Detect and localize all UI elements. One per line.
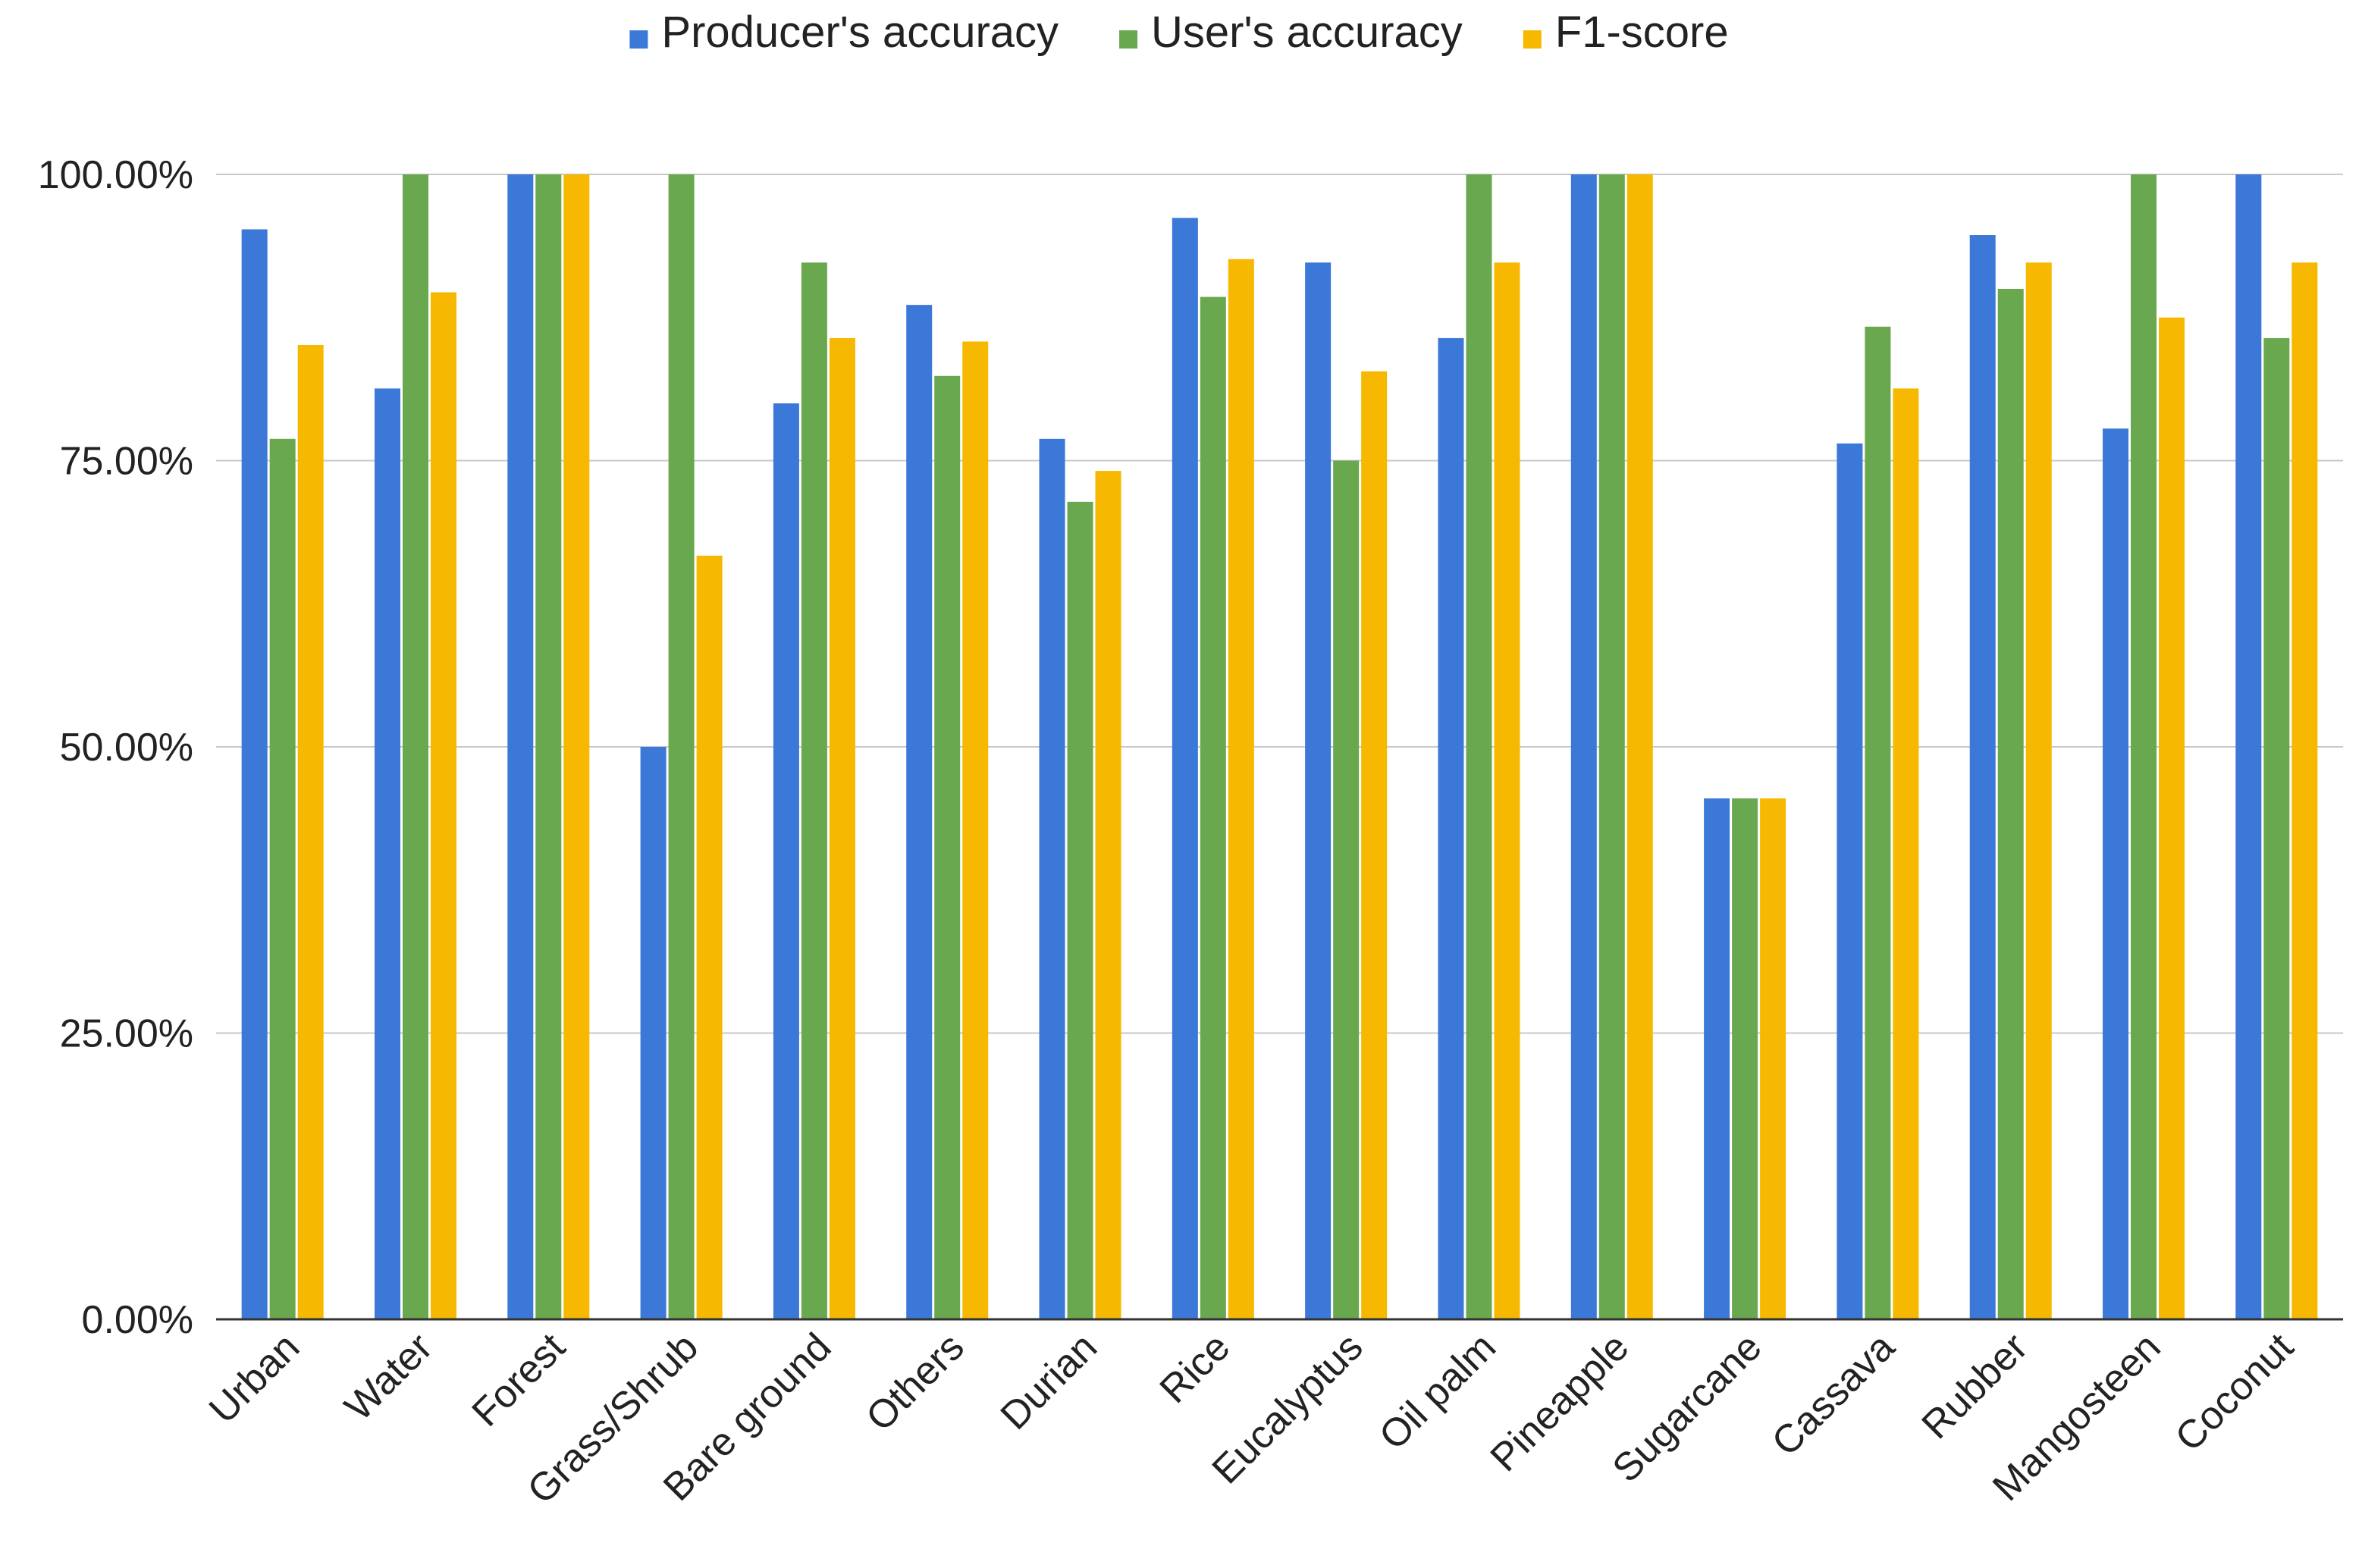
bar-user-s-accuracy-bare-ground: [801, 262, 827, 1319]
y-axis-ticks: 0.00% 25.00% 50.00% 75.00% 100.00%: [38, 153, 193, 1342]
bar-user-s-accuracy-grass-shrub: [668, 174, 695, 1319]
bar-user-s-accuracy-pineapple: [1598, 174, 1625, 1319]
x-tick-label-rice: Rice: [1152, 1325, 1239, 1412]
x-tick-label-durian: Durian: [993, 1325, 1106, 1438]
chart-bars: [241, 174, 2318, 1320]
legend-swatch: [1523, 30, 1542, 49]
x-tick-label-urban: Urban: [201, 1325, 308, 1432]
bar-user-s-accuracy-oil-palm: [1466, 174, 1492, 1319]
bar-producer-s-accuracy-durian: [1039, 438, 1065, 1319]
y-tick-label: 0.00%: [82, 1298, 193, 1342]
bar-producer-s-accuracy-mangosteen: [2103, 428, 2129, 1319]
bar-user-s-accuracy-mangosteen: [2131, 174, 2157, 1319]
legend-item-f1-score: F1-score: [1523, 8, 1729, 57]
bar-f1-score-grass-shrub: [696, 555, 723, 1319]
x-tick-label-others: Others: [858, 1325, 972, 1439]
legend-label: User's accuracy: [1151, 8, 1463, 57]
y-tick-label: 25.00%: [60, 1012, 193, 1056]
bar-producer-s-accuracy-coconut: [2235, 174, 2262, 1319]
legend-item-user-s-accuracy: User's accuracy: [1119, 8, 1463, 57]
bar-user-s-accuracy-eucalyptus: [1333, 460, 1360, 1319]
bar-f1-score-cassava: [1893, 388, 1919, 1319]
legend-swatch: [1119, 30, 1138, 49]
bar-user-s-accuracy-rice: [1200, 296, 1226, 1319]
x-tick-label-water: Water: [337, 1325, 441, 1429]
bar-producer-s-accuracy-water: [374, 388, 400, 1319]
bar-producer-s-accuracy-sugarcane: [1704, 798, 1730, 1319]
x-tick-label-oil-palm: Oil palm: [1371, 1325, 1504, 1458]
bar-f1-score-durian: [1095, 471, 1121, 1319]
bar-user-s-accuracy-water: [402, 174, 428, 1319]
bar-producer-s-accuracy-rice: [1172, 218, 1198, 1319]
y-tick-label: 100.00%: [38, 153, 193, 197]
legend-label: Producer's accuracy: [661, 8, 1059, 57]
bar-f1-score-pineapple: [1626, 174, 1653, 1319]
bar-f1-score-rubber: [2025, 262, 2052, 1319]
bar-user-s-accuracy-cassava: [1865, 326, 1891, 1320]
x-tick-label-rubber: Rubber: [1914, 1325, 2037, 1447]
bar-producer-s-accuracy-oil-palm: [1438, 337, 1464, 1320]
x-tick-label-cassava: Cassava: [1764, 1325, 1903, 1464]
bar-user-s-accuracy-urban: [269, 438, 296, 1319]
bar-producer-s-accuracy-eucalyptus: [1305, 262, 1332, 1319]
bar-f1-score-forest: [563, 174, 590, 1319]
bar-producer-s-accuracy-cassava: [1837, 443, 1863, 1319]
bar-f1-score-water: [430, 292, 456, 1319]
bar-user-s-accuracy-rubber: [1997, 289, 2024, 1319]
bar-f1-score-mangosteen: [2159, 317, 2185, 1319]
bar-producer-s-accuracy-rubber: [1969, 235, 1996, 1319]
bar-f1-score-rice: [1228, 259, 1254, 1319]
bar-user-s-accuracy-sugarcane: [1732, 798, 1758, 1319]
bar-producer-s-accuracy-pineapple: [1570, 174, 1597, 1319]
chart-gridlines: [216, 174, 2343, 1034]
legend-label: F1-score: [1555, 8, 1729, 57]
bar-user-s-accuracy-others: [934, 375, 961, 1319]
bar-producer-s-accuracy-others: [906, 305, 933, 1319]
x-tick-label-coconut: Coconut: [2167, 1325, 2302, 1460]
bar-f1-score-eucalyptus: [1361, 371, 1388, 1320]
chart-legend: Producer's accuracy User's accuracy F1-sco…: [629, 8, 1729, 57]
y-tick-label: 75.00%: [60, 440, 193, 484]
bar-f1-score-urban: [297, 344, 324, 1319]
bar-producer-s-accuracy-grass-shrub: [640, 747, 667, 1319]
bar-producer-s-accuracy-forest: [507, 174, 534, 1319]
bar-f1-score-bare-ground: [829, 337, 855, 1320]
bar-user-s-accuracy-durian: [1067, 501, 1093, 1319]
bar-producer-s-accuracy-bare-ground: [773, 403, 799, 1319]
bar-f1-score-oil-palm: [1494, 262, 1520, 1319]
x-tick-label-forest: Forest: [464, 1325, 575, 1435]
legend-item-producer-s-accuracy: Producer's accuracy: [629, 8, 1059, 57]
bar-f1-score-others: [962, 341, 989, 1320]
bar-user-s-accuracy-coconut: [2263, 337, 2290, 1320]
bar-f1-score-coconut: [2291, 262, 2318, 1319]
legend-swatch: [629, 30, 648, 49]
y-tick-label: 50.00%: [60, 726, 193, 770]
bar-f1-score-sugarcane: [1760, 798, 1786, 1319]
bar-producer-s-accuracy-urban: [241, 229, 268, 1320]
bar-user-s-accuracy-forest: [535, 174, 562, 1319]
